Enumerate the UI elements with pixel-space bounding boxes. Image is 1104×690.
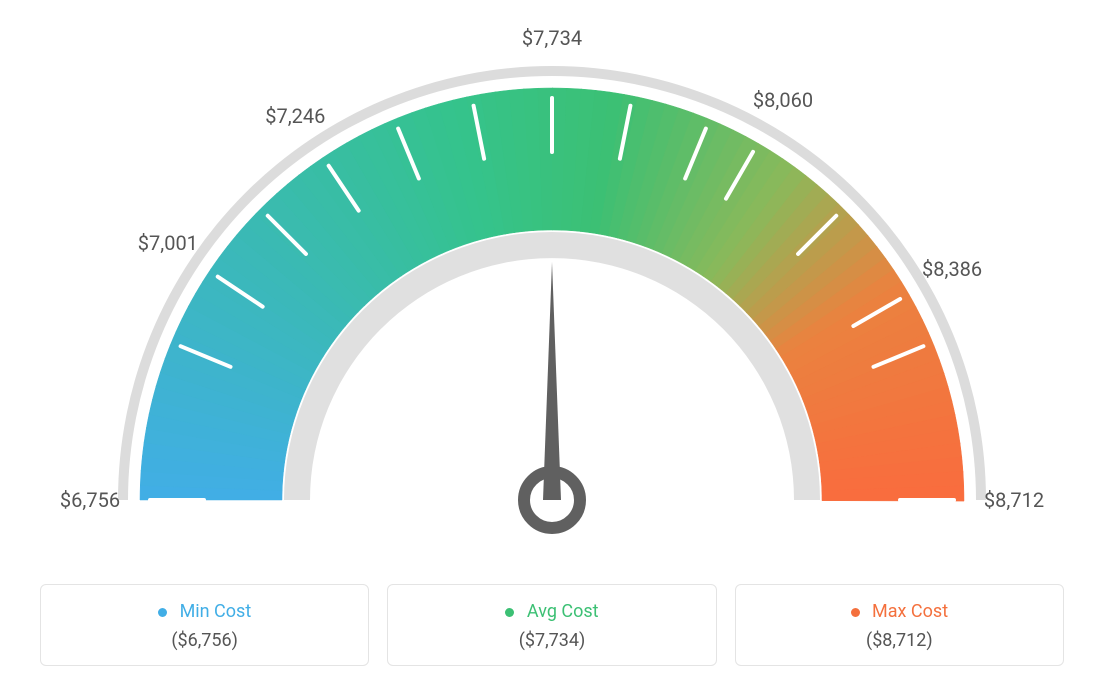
legend-label-avg: Avg Cost (527, 601, 599, 622)
legend-card-avg: Avg Cost ($7,734) (387, 584, 716, 666)
gauge-tick-label: $7,001 (138, 231, 198, 255)
legend-title-avg: Avg Cost (398, 601, 705, 622)
gauge-tick-label: $8,712 (984, 488, 1044, 512)
gauge-tick-label: $6,756 (60, 488, 120, 512)
gauge-tick-label: $8,386 (922, 257, 982, 281)
legend-card-min: Min Cost ($6,756) (40, 584, 369, 666)
legend-title-min: Min Cost (51, 601, 358, 622)
bullet-min (158, 608, 167, 617)
gauge-tick-label: $7,246 (265, 104, 325, 128)
legend-value-max: ($8,712) (746, 630, 1053, 651)
legend-label-max: Max Cost (872, 601, 948, 622)
bullet-max (851, 608, 860, 617)
legend-value-avg: ($7,734) (398, 630, 705, 651)
legend-row: Min Cost ($6,756) Avg Cost ($7,734) Max … (40, 584, 1064, 666)
gauge-tick-label: $7,734 (522, 26, 582, 50)
cost-gauge: $6,756 $7,001 $7,246 $7,734 $8,060 $8,386 $8,7… (0, 0, 1104, 540)
legend-card-max: Max Cost ($8,712) (735, 584, 1064, 666)
legend-title-max: Max Cost (746, 601, 1053, 622)
legend-label-min: Min Cost (180, 601, 252, 622)
gauge-tick-label: $8,060 (753, 88, 813, 112)
legend-value-min: ($6,756) (51, 630, 358, 651)
bullet-avg (505, 608, 514, 617)
